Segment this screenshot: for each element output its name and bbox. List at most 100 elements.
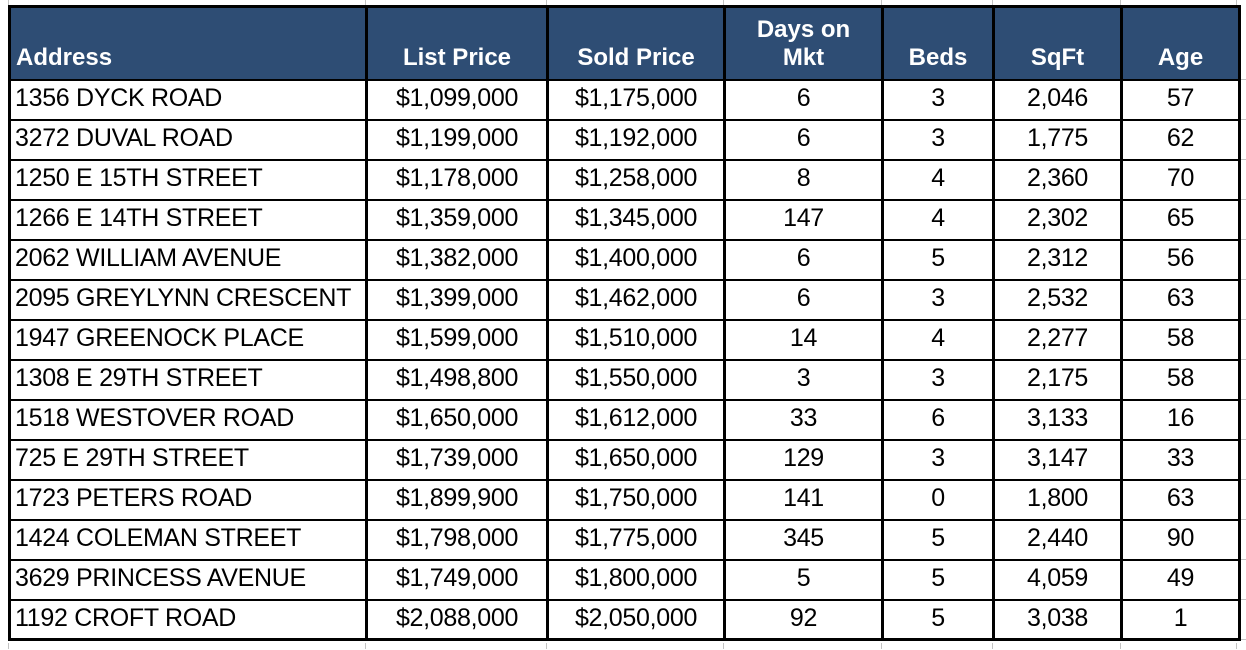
cell-list-price[interactable]: $1,359,000 [365, 198, 549, 241]
cell-beds[interactable]: 3 [881, 438, 995, 481]
cell-days-on-mkt[interactable]: 5 [723, 558, 884, 601]
cell-address[interactable]: 725 E 29TH STREET [8, 438, 368, 481]
cell-age[interactable]: 65 [1120, 198, 1241, 241]
cell-age[interactable]: 58 [1120, 318, 1241, 361]
cell-sqft[interactable]: 2,440 [992, 518, 1123, 561]
cell-address[interactable]: 3272 DUVAL ROAD [8, 118, 368, 161]
cell-address[interactable]: 1356 DYCK ROAD [8, 78, 368, 121]
cell-beds[interactable]: 6 [881, 398, 995, 441]
cell-age[interactable]: 49 [1120, 558, 1241, 601]
cell-address[interactable]: 1947 GREENOCK PLACE [8, 318, 368, 361]
cell-sold-price[interactable]: $1,800,000 [546, 558, 726, 601]
cell-list-price[interactable]: $2,088,000 [365, 598, 549, 641]
cell-age[interactable]: 70 [1120, 158, 1241, 201]
cell-days-on-mkt[interactable]: 345 [723, 518, 884, 561]
cell-sqft[interactable]: 2,046 [992, 78, 1123, 121]
cell-days-on-mkt[interactable]: 6 [723, 238, 884, 281]
cell-address[interactable]: 1723 PETERS ROAD [8, 478, 368, 521]
cell-days-on-mkt[interactable]: 92 [723, 598, 884, 641]
cell-list-price[interactable]: $1,739,000 [365, 438, 549, 481]
cell-sold-price[interactable]: $1,345,000 [546, 198, 726, 241]
column-header-sqft[interactable]: SqFt [992, 5, 1123, 81]
cell-list-price[interactable]: $1,199,000 [365, 118, 549, 161]
cell-beds[interactable]: 4 [881, 198, 995, 241]
cell-list-price[interactable]: $1,899,900 [365, 478, 549, 521]
cell-beds[interactable]: 4 [881, 318, 995, 361]
cell-beds[interactable]: 3 [881, 78, 995, 121]
cell-address[interactable]: 2062 WILLIAM AVENUE [8, 238, 368, 281]
cell-age[interactable]: 33 [1120, 438, 1241, 481]
cell-sqft[interactable]: 3,147 [992, 438, 1123, 481]
cell-address[interactable]: 1518 WESTOVER ROAD [8, 398, 368, 441]
cell-sold-price[interactable]: $1,175,000 [546, 78, 726, 121]
cell-beds[interactable]: 5 [881, 518, 995, 561]
cell-beds[interactable]: 5 [881, 558, 995, 601]
cell-age[interactable]: 57 [1120, 78, 1241, 121]
column-header-age[interactable]: Age [1120, 5, 1241, 81]
cell-beds[interactable]: 4 [881, 158, 995, 201]
cell-sold-price[interactable]: $1,258,000 [546, 158, 726, 201]
cell-address[interactable]: 1266 E 14TH STREET [8, 198, 368, 241]
column-header-sold-price[interactable]: Sold Price [546, 5, 726, 81]
cell-sqft[interactable]: 2,532 [992, 278, 1123, 321]
cell-list-price[interactable]: $1,178,000 [365, 158, 549, 201]
cell-days-on-mkt[interactable]: 33 [723, 398, 884, 441]
cell-beds[interactable]: 3 [881, 358, 995, 401]
column-header-address[interactable]: Address [8, 5, 368, 81]
cell-beds[interactable]: 5 [881, 598, 995, 641]
cell-sold-price[interactable]: $1,612,000 [546, 398, 726, 441]
cell-days-on-mkt[interactable]: 6 [723, 278, 884, 321]
cell-age[interactable]: 1 [1120, 598, 1241, 641]
cell-address[interactable]: 1250 E 15TH STREET [8, 158, 368, 201]
cell-sqft[interactable]: 2,277 [992, 318, 1123, 361]
cell-days-on-mkt[interactable]: 147 [723, 198, 884, 241]
cell-sold-price[interactable]: $1,775,000 [546, 518, 726, 561]
cell-days-on-mkt[interactable]: 6 [723, 118, 884, 161]
cell-address[interactable]: 1192 CROFT ROAD [8, 598, 368, 641]
cell-beds[interactable]: 3 [881, 118, 995, 161]
cell-sold-price[interactable]: $1,510,000 [546, 318, 726, 361]
cell-age[interactable]: 63 [1120, 478, 1241, 521]
cell-sold-price[interactable]: $1,400,000 [546, 238, 726, 281]
column-header-list-price[interactable]: List Price [365, 5, 549, 81]
cell-sold-price[interactable]: $1,650,000 [546, 438, 726, 481]
cell-list-price[interactable]: $1,498,800 [365, 358, 549, 401]
cell-address[interactable]: 1424 COLEMAN STREET [8, 518, 368, 561]
cell-sold-price[interactable]: $1,750,000 [546, 478, 726, 521]
cell-list-price[interactable]: $1,599,000 [365, 318, 549, 361]
cell-age[interactable]: 90 [1120, 518, 1241, 561]
cell-age[interactable]: 16 [1120, 398, 1241, 441]
cell-sqft[interactable]: 3,133 [992, 398, 1123, 441]
cell-sold-price[interactable]: $1,192,000 [546, 118, 726, 161]
cell-sqft[interactable]: 2,360 [992, 158, 1123, 201]
cell-age[interactable]: 62 [1120, 118, 1241, 161]
cell-days-on-mkt[interactable]: 8 [723, 158, 884, 201]
cell-sqft[interactable]: 2,312 [992, 238, 1123, 281]
cell-beds[interactable]: 5 [881, 238, 995, 281]
cell-beds[interactable]: 0 [881, 478, 995, 521]
cell-beds[interactable]: 3 [881, 278, 995, 321]
cell-sqft[interactable]: 2,302 [992, 198, 1123, 241]
cell-age[interactable]: 63 [1120, 278, 1241, 321]
cell-age[interactable]: 58 [1120, 358, 1241, 401]
cell-list-price[interactable]: $1,399,000 [365, 278, 549, 321]
cell-list-price[interactable]: $1,798,000 [365, 518, 549, 561]
cell-sold-price[interactable]: $1,462,000 [546, 278, 726, 321]
cell-sqft[interactable]: 1,800 [992, 478, 1123, 521]
cell-sold-price[interactable]: $2,050,000 [546, 598, 726, 641]
cell-address[interactable]: 3629 PRINCESS AVENUE [8, 558, 368, 601]
cell-address[interactable]: 1308 E 29TH STREET [8, 358, 368, 401]
cell-sqft[interactable]: 4,059 [992, 558, 1123, 601]
cell-list-price[interactable]: $1,749,000 [365, 558, 549, 601]
column-header-days-on-mkt[interactable]: Days on Mkt [723, 5, 884, 81]
cell-sold-price[interactable]: $1,550,000 [546, 358, 726, 401]
cell-list-price[interactable]: $1,650,000 [365, 398, 549, 441]
cell-days-on-mkt[interactable]: 3 [723, 358, 884, 401]
column-header-beds[interactable]: Beds [881, 5, 995, 81]
cell-days-on-mkt[interactable]: 129 [723, 438, 884, 481]
cell-sqft[interactable]: 1,775 [992, 118, 1123, 161]
cell-sqft[interactable]: 3,038 [992, 598, 1123, 641]
cell-days-on-mkt[interactable]: 141 [723, 478, 884, 521]
cell-list-price[interactable]: $1,099,000 [365, 78, 549, 121]
cell-sqft[interactable]: 2,175 [992, 358, 1123, 401]
